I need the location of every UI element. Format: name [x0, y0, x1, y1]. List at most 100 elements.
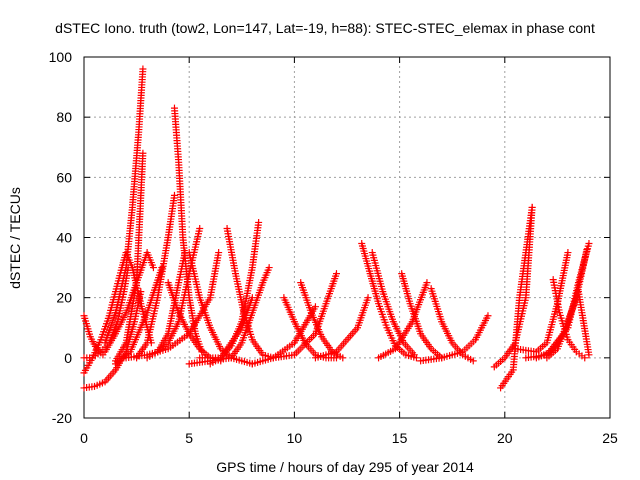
interpolated-point — [310, 349, 318, 357]
interpolated-point — [174, 281, 182, 289]
interpolated-point — [216, 342, 224, 350]
axis-ticks — [83, 56, 611, 419]
interpolated-point — [289, 315, 297, 323]
y-tick-label: 80 — [56, 109, 72, 125]
data-marks — [80, 65, 593, 392]
interpolated-point — [528, 206, 536, 214]
interpolated-point — [456, 349, 464, 357]
interpolated-point — [422, 281, 430, 289]
interpolated-point — [584, 242, 592, 250]
interpolated-point — [170, 194, 178, 202]
interpolated-point — [317, 330, 325, 338]
interpolated-point — [416, 327, 424, 335]
interpolated-point — [121, 341, 129, 349]
tick-labels: 0 5 10 15 20 25 -20 0 20 40 60 80 100 — [49, 49, 618, 446]
interpolated-point — [582, 248, 590, 256]
interpolated-point — [214, 354, 222, 362]
interpolated-point — [555, 306, 563, 314]
interpolated-point — [140, 351, 148, 359]
interpolated-point — [515, 296, 523, 304]
interpolated-point — [247, 296, 255, 304]
interpolated-point — [87, 356, 95, 364]
y-tick-label: 0 — [64, 350, 72, 366]
interpolated-point — [88, 383, 96, 391]
interpolated-point — [110, 368, 118, 376]
x-tick-label: 15 — [392, 430, 408, 446]
interpolated-point — [541, 341, 549, 349]
interpolated-point — [483, 314, 491, 322]
interpolated-point — [236, 341, 244, 349]
interpolated-point — [288, 351, 296, 359]
interpolated-point — [330, 349, 338, 357]
interpolated-point — [157, 266, 165, 274]
x-tick-label: 5 — [185, 430, 193, 446]
interpolated-point — [195, 227, 203, 235]
interpolated-point — [499, 356, 507, 364]
interpolated-point — [121, 311, 129, 319]
interpolated-point — [378, 285, 386, 293]
interpolated-point — [162, 346, 170, 354]
interpolated-point — [310, 332, 318, 340]
y-tick-label: -20 — [52, 410, 72, 426]
interpolated-point — [521, 296, 529, 304]
interpolated-point — [194, 343, 202, 351]
interpolated-point — [571, 345, 579, 353]
interpolated-point — [110, 332, 118, 340]
interpolated-point — [205, 296, 213, 304]
interpolated-point — [164, 236, 172, 244]
interpolated-point — [98, 379, 106, 387]
chart-title: dSTEC Iono. truth (tow2, Lon=147, Lat=-1… — [55, 20, 595, 36]
interpolated-point — [563, 251, 571, 259]
interpolated-point — [352, 326, 360, 334]
interpolated-point — [205, 321, 213, 329]
interpolated-point — [563, 320, 571, 328]
interpolated-point — [469, 338, 477, 346]
y-tick-label: 20 — [56, 290, 72, 306]
interpolated-point — [104, 314, 112, 322]
interpolated-point — [310, 305, 318, 313]
interpolated-point — [121, 266, 129, 274]
interpolated-point — [510, 341, 518, 349]
interpolated-point — [374, 297, 382, 305]
interpolated-point — [267, 355, 275, 363]
interpolated-point — [363, 296, 371, 304]
interpolated-point — [382, 321, 390, 329]
interpolated-point — [236, 326, 244, 334]
interpolated-point — [365, 267, 373, 275]
interpolated-point — [388, 315, 396, 323]
interpolated-point — [400, 349, 408, 357]
x-axis-label: GPS time / hours of day 295 of year 2014 — [216, 459, 474, 475]
interpolated-point — [578, 352, 586, 360]
interpolated-point — [467, 355, 475, 363]
interpolated-point — [136, 297, 144, 305]
interpolated-point — [94, 350, 102, 358]
interpolated-point — [142, 341, 150, 349]
interpolated-point — [508, 368, 516, 376]
y-tick-label: 100 — [49, 49, 73, 65]
interpolated-point — [185, 272, 193, 280]
plot-frame — [83, 56, 611, 419]
y-tick-label: 40 — [56, 230, 72, 246]
interpolated-point — [231, 267, 239, 275]
interpolated-point — [142, 311, 150, 319]
interpolated-point — [132, 281, 140, 289]
interpolated-point — [585, 348, 593, 356]
interpolated-point — [254, 221, 262, 229]
interpolated-point — [336, 352, 344, 360]
x-tick-label: 10 — [287, 430, 303, 446]
interpolated-point — [332, 272, 340, 280]
interpolated-point — [435, 354, 443, 362]
interpolated-point — [139, 152, 147, 160]
interpolated-point — [407, 320, 415, 328]
interpolated-point — [214, 251, 222, 259]
interpolated-point — [148, 261, 156, 269]
y-tick-label: 60 — [56, 169, 72, 185]
interpolated-point — [247, 333, 255, 341]
interpolated-point — [405, 297, 413, 305]
interpolated-point — [437, 315, 445, 323]
interpolated-point — [174, 320, 182, 328]
interpolated-point — [501, 377, 509, 385]
x-tick-label: 0 — [80, 430, 88, 446]
interpolated-point — [426, 343, 434, 351]
interpolated-point — [389, 346, 397, 354]
